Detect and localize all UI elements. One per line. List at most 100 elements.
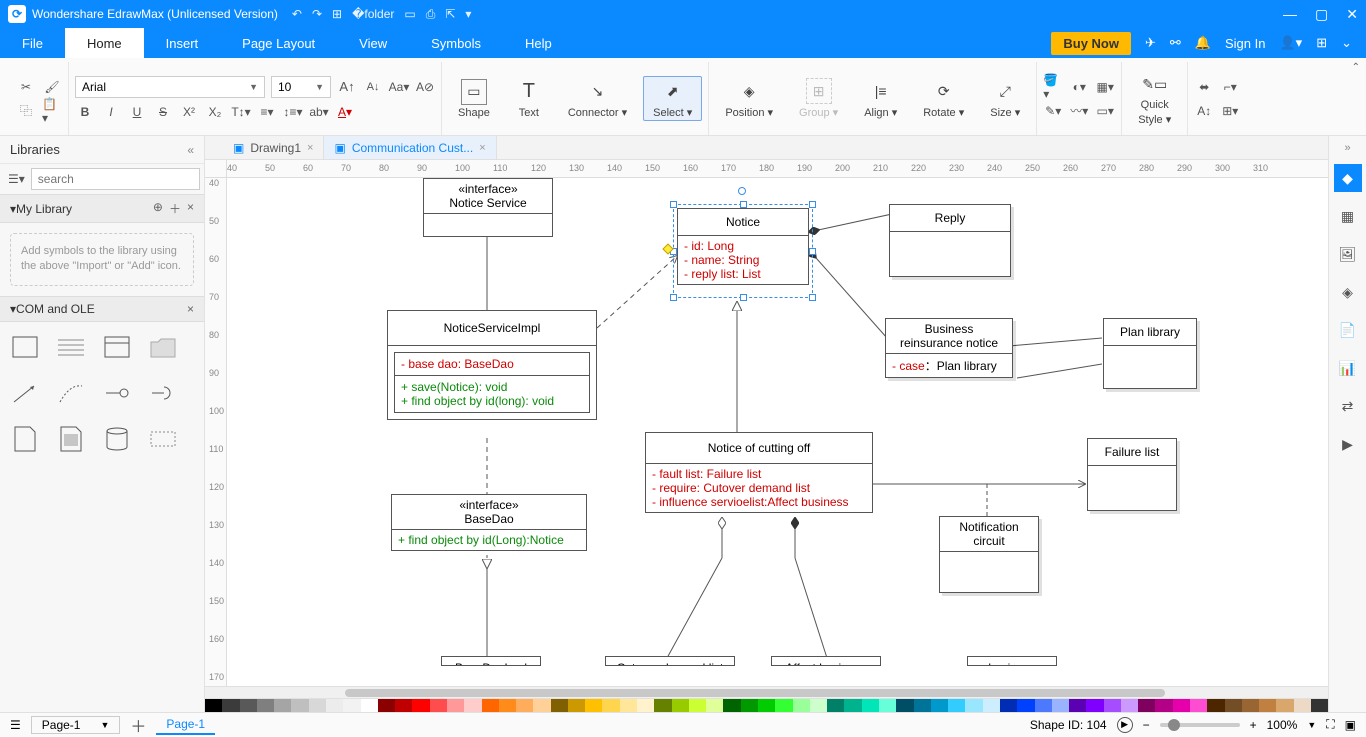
shape-arrow[interactable] bbox=[6, 374, 44, 412]
theme-icon[interactable]: ◆ bbox=[1334, 164, 1362, 192]
swatch[interactable] bbox=[412, 699, 429, 712]
swatch[interactable] bbox=[654, 699, 671, 712]
class-cutting-off[interactable]: Notice of cutting off - fault list: Fail… bbox=[645, 432, 873, 513]
swatch[interactable] bbox=[1207, 699, 1224, 712]
rotate-tool[interactable]: ⟳Rotate ▾ bbox=[913, 76, 974, 121]
cut-icon[interactable]: ✂ bbox=[16, 77, 36, 97]
class-notice-service[interactable]: «interface»Notice Service bbox=[423, 178, 553, 237]
text-tool[interactable]: TText bbox=[506, 77, 552, 121]
menubar-collapse-icon[interactable]: ⌄ bbox=[1341, 35, 1352, 51]
line-style-icon[interactable]: 〰▾ bbox=[1069, 101, 1089, 121]
font-name-combo[interactable]: Arial▼ bbox=[75, 76, 265, 98]
swatch[interactable] bbox=[602, 699, 619, 712]
swatch[interactable] bbox=[274, 699, 291, 712]
distribute-icon[interactable]: ⊞▾ bbox=[1220, 101, 1240, 121]
swatch[interactable] bbox=[689, 699, 706, 712]
swatch[interactable] bbox=[1190, 699, 1207, 712]
ribbon-collapse-icon[interactable]: ⌃ bbox=[1352, 62, 1360, 73]
swatch[interactable] bbox=[723, 699, 740, 712]
add-page-button[interactable]: ＋ bbox=[130, 713, 146, 737]
class-notice-service-impl[interactable]: NoticeServiceImpl - base dao: BaseDao + … bbox=[387, 310, 597, 420]
swatch[interactable] bbox=[447, 699, 464, 712]
swatch[interactable] bbox=[1052, 699, 1069, 712]
print-icon[interactable]: ⎙ bbox=[426, 7, 436, 22]
redo-icon[interactable]: ↷ bbox=[312, 7, 322, 22]
swatch[interactable] bbox=[1069, 699, 1086, 712]
image-icon[interactable]: 🖼 bbox=[1334, 240, 1362, 268]
swatch[interactable] bbox=[983, 699, 1000, 712]
swatch[interactable] bbox=[516, 699, 533, 712]
right-expand-icon[interactable]: » bbox=[1344, 142, 1350, 154]
crop-icon[interactable]: ⌐▾ bbox=[1220, 77, 1240, 97]
swatch[interactable] bbox=[844, 699, 861, 712]
align-tool[interactable]: |≡Align ▾ bbox=[854, 76, 907, 121]
class-notification-circuit[interactable]: Notificationcircuit bbox=[939, 516, 1039, 593]
shape-selection[interactable] bbox=[144, 420, 182, 458]
swatch[interactable] bbox=[533, 699, 550, 712]
shape-curve[interactable] bbox=[52, 374, 90, 412]
close-button[interactable]: ✕ bbox=[1346, 6, 1358, 23]
swatch[interactable] bbox=[585, 699, 602, 712]
swatch[interactable] bbox=[482, 699, 499, 712]
bold-icon[interactable]: B bbox=[75, 102, 95, 122]
swatch[interactable] bbox=[672, 699, 689, 712]
swatch[interactable] bbox=[862, 699, 879, 712]
qat-more-icon[interactable]: ▾ bbox=[465, 7, 471, 22]
arrow-style-icon[interactable]: ▭▾ bbox=[1095, 101, 1115, 121]
present-icon[interactable]: ▶ bbox=[1334, 430, 1362, 458]
shape-rect[interactable] bbox=[6, 328, 44, 366]
swatch[interactable] bbox=[810, 699, 827, 712]
shape-tool[interactable]: ▭Shape bbox=[448, 77, 500, 121]
shape-lolli[interactable] bbox=[98, 374, 136, 412]
subscript-icon[interactable]: X₂ bbox=[205, 102, 225, 122]
swatch[interactable] bbox=[1155, 699, 1172, 712]
swatch[interactable] bbox=[551, 699, 568, 712]
swatch[interactable] bbox=[343, 699, 360, 712]
send-icon[interactable]: ✈ bbox=[1145, 35, 1156, 51]
swatch[interactable] bbox=[361, 699, 378, 712]
fit-page-icon[interactable]: ⛶ bbox=[1326, 717, 1334, 732]
shrink-font-icon[interactable]: A↓ bbox=[363, 77, 383, 97]
page-selector[interactable]: Page-1▼ bbox=[31, 716, 121, 734]
swatch[interactable] bbox=[309, 699, 326, 712]
export-icon[interactable]: ⇱ bbox=[445, 7, 455, 22]
swatch[interactable] bbox=[222, 699, 239, 712]
page-tab[interactable]: Page-1 bbox=[156, 715, 215, 735]
shape-lines[interactable] bbox=[52, 328, 90, 366]
swap-icon[interactable]: ⇄ bbox=[1334, 392, 1362, 420]
underline-icon[interactable]: U bbox=[127, 102, 147, 122]
library-menu-icon[interactable]: ☰▾ bbox=[8, 172, 25, 186]
swatch[interactable] bbox=[240, 699, 257, 712]
swatch[interactable] bbox=[637, 699, 654, 712]
menu-home[interactable]: Home bbox=[65, 28, 144, 58]
bell-icon[interactable]: 🔔 bbox=[1195, 35, 1211, 51]
position-tool[interactable]: ◈Position ▾ bbox=[715, 76, 783, 121]
open-icon[interactable]: �folder bbox=[352, 7, 394, 22]
close-tab-icon[interactable]: × bbox=[307, 142, 313, 154]
swatch[interactable] bbox=[827, 699, 844, 712]
swatch[interactable] bbox=[499, 699, 516, 712]
add-icon[interactable]: ＋ bbox=[169, 200, 181, 217]
swatch[interactable] bbox=[257, 699, 274, 712]
swatch[interactable] bbox=[896, 699, 913, 712]
class-business-reinsurance[interactable]: Businessreinsurance notice - case：Plan l… bbox=[885, 318, 1013, 378]
undo-icon[interactable]: ↶ bbox=[292, 7, 302, 22]
class-base-dao[interactable]: «interface»BaseDao + find object by id(L… bbox=[391, 494, 587, 551]
swatch[interactable] bbox=[758, 699, 775, 712]
clear-format-icon[interactable]: A⊘ bbox=[415, 77, 435, 97]
class-plan-library[interactable]: Plan library bbox=[1103, 318, 1197, 389]
swatch[interactable] bbox=[430, 699, 447, 712]
paste-icon[interactable]: 📋▾ bbox=[42, 101, 62, 121]
strike-icon[interactable]: S bbox=[153, 102, 173, 122]
format-painter-icon[interactable]: 🖌 bbox=[42, 77, 62, 97]
class-notice[interactable]: Notice - id: Long - name: String - reply… bbox=[677, 208, 809, 285]
shape-socket[interactable] bbox=[144, 374, 182, 412]
swatch[interactable] bbox=[1259, 699, 1276, 712]
color-palette[interactable] bbox=[205, 698, 1328, 712]
swatch[interactable] bbox=[931, 699, 948, 712]
swatch[interactable] bbox=[1294, 699, 1311, 712]
minimize-button[interactable]: — bbox=[1283, 6, 1297, 23]
swatch[interactable] bbox=[1138, 699, 1155, 712]
swatch[interactable] bbox=[1000, 699, 1017, 712]
class-reply[interactable]: Reply bbox=[889, 204, 1011, 277]
